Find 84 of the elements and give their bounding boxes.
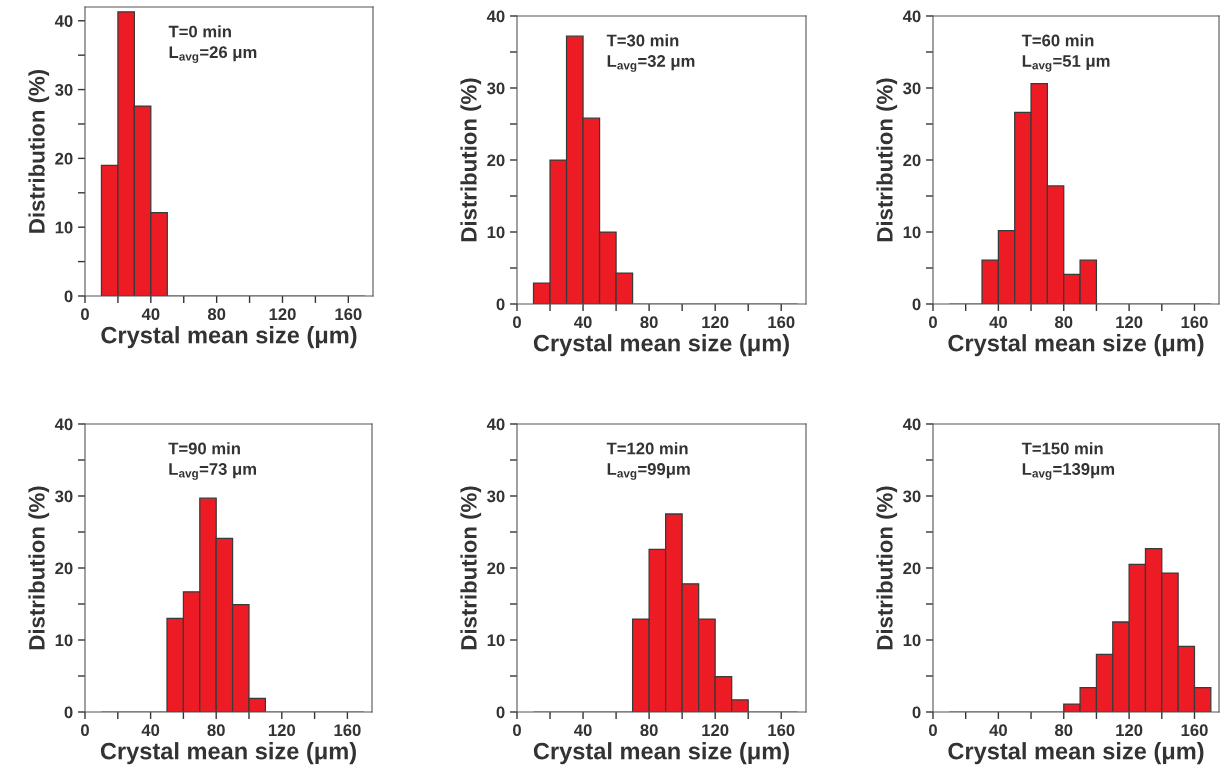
y-tick-label: 40 (54, 418, 73, 431)
x-tick-label: 160 (334, 724, 361, 737)
y-tick-label: 30 (487, 82, 505, 95)
y-tick-label: 30 (55, 490, 73, 503)
x-tick-label: 0 (513, 724, 521, 737)
x-tick-label: 40 (989, 316, 1007, 329)
x-tick-label: 80 (640, 316, 658, 329)
y-tick-label: 20 (55, 562, 73, 575)
y-tick-label: 10 (487, 226, 505, 239)
y-tick-label: 40 (902, 418, 921, 431)
y-tick-label: 30 (487, 490, 505, 503)
x-tick-label: 120 (268, 724, 296, 737)
x-tick-label: 0 (81, 724, 89, 737)
x-axis-title: Crystal mean size (μm) (948, 334, 1204, 357)
x-tick-label: 120 (1116, 724, 1143, 737)
x-tick-label: 80 (640, 724, 658, 737)
x-tick-label: 40 (141, 308, 160, 321)
y-axis-title: Distribution (%) (460, 78, 482, 242)
y-tick-label: 0 (912, 298, 921, 311)
x-tick-label: 40 (989, 724, 1007, 737)
y-tick-label: 40 (902, 10, 921, 23)
x-tick-label: 80 (207, 308, 226, 321)
x-tick-label: 80 (1055, 724, 1073, 737)
x-tick-label: 160 (335, 308, 362, 321)
y-axis-title: Distribution (%) (28, 69, 50, 233)
annotation: T=0 min (168, 25, 231, 38)
x-tick-label: 80 (207, 724, 225, 737)
x-tick-label: 0 (929, 316, 937, 329)
y-axis-title: Distribution (%) (28, 486, 50, 650)
annotation: L$_{avg}$=99μm (607, 463, 690, 480)
y-tick-label: 0 (64, 706, 73, 719)
y-tick-label: 20 (487, 562, 505, 575)
y-tick-label: 30 (903, 490, 921, 503)
x-tick-label: 160 (1181, 316, 1208, 329)
y-axis-title: Distribution (%) (876, 78, 898, 242)
y-tick-label: 40 (54, 15, 73, 27)
x-tick-label: 0 (81, 308, 89, 321)
y-axis-title: Distribution (%) (460, 486, 482, 650)
y-tick-label: 10 (903, 634, 921, 647)
y-tick-label: 20 (55, 152, 73, 165)
y-tick-label: 30 (55, 83, 73, 96)
annotation: T=30 min (606, 34, 679, 47)
annotation: T=60 min (1021, 34, 1094, 47)
x-tick-label: 40 (574, 724, 592, 737)
y-tick-label: 20 (487, 154, 505, 167)
x-tick-label: 160 (768, 316, 795, 329)
x-tick-label: 120 (702, 724, 729, 737)
y-tick-label: 40 (486, 10, 505, 23)
x-tick-label: 80 (1055, 316, 1073, 329)
x-tick-label: 120 (702, 316, 729, 329)
x-tick-label: 160 (768, 724, 795, 737)
annotation: L$_{avg}$=51 μm (1022, 55, 1110, 72)
y-tick-label: 30 (903, 82, 921, 95)
y-axis-title: Distribution (%) (876, 486, 898, 650)
annotation: T=90 min (168, 442, 240, 455)
x-tick-label: 160 (1181, 724, 1208, 737)
annotation: L$_{avg}$=26 μm (169, 46, 257, 64)
y-tick-label: 10 (55, 221, 73, 234)
x-axis-title: Crystal mean size (μm) (100, 742, 356, 765)
y-tick-label: 40 (486, 418, 505, 431)
x-axis-title: Crystal mean size (μm) (101, 326, 357, 349)
y-tick-label: 10 (903, 226, 921, 239)
annotation: T=150 min (1021, 442, 1103, 455)
x-tick-label: 40 (141, 724, 160, 737)
y-tick-label: 0 (496, 706, 505, 719)
x-axis-title: Crystal mean size (μm) (533, 334, 789, 357)
x-tick-label: 120 (269, 308, 296, 321)
annotation: T=120 min (606, 442, 688, 455)
x-tick-label: 40 (574, 316, 592, 329)
y-tick-label: 0 (64, 290, 73, 303)
x-axis-title: Crystal mean size (μm) (533, 742, 789, 765)
x-tick-label: 0 (929, 724, 937, 737)
x-axis-title: Crystal mean size (μm) (948, 742, 1204, 765)
x-tick-label: 120 (1116, 316, 1143, 329)
y-tick-label: 0 (496, 298, 505, 311)
annotation: L$_{avg}$=32 μm (607, 55, 695, 72)
annotation: L$_{avg}$=73 μm (169, 463, 256, 480)
y-tick-label: 20 (903, 154, 921, 167)
y-tick-label: 10 (487, 634, 505, 647)
y-tick-label: 0 (912, 706, 921, 719)
x-tick-label: 0 (513, 316, 521, 329)
y-tick-label: 10 (55, 634, 73, 647)
annotation: L$_{avg}$=139μm (1022, 463, 1115, 480)
y-tick-label: 20 (903, 562, 921, 575)
